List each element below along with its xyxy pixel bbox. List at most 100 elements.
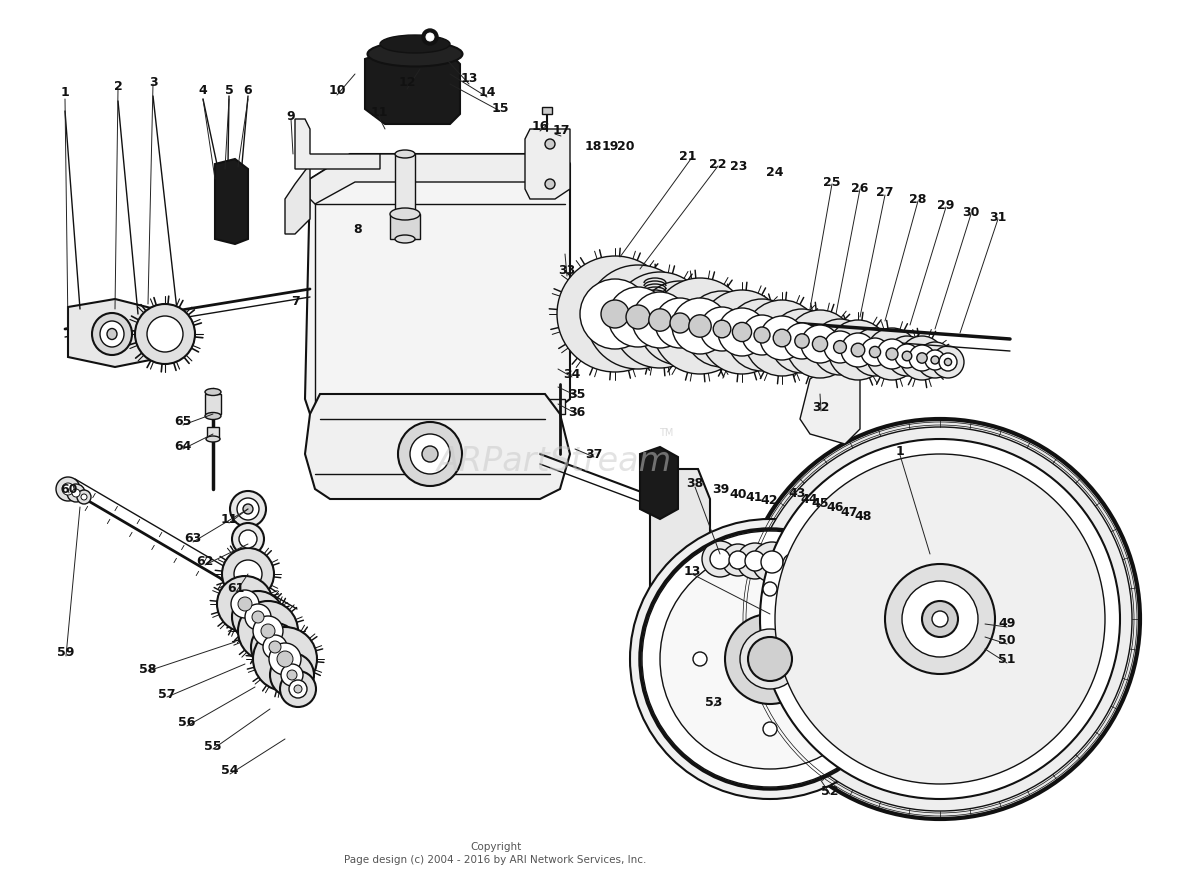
Circle shape (232, 591, 284, 643)
Circle shape (261, 625, 275, 638)
Circle shape (717, 308, 766, 356)
Circle shape (903, 352, 912, 361)
Text: 15: 15 (491, 101, 509, 114)
Circle shape (649, 309, 671, 332)
Ellipse shape (391, 209, 420, 221)
Text: 28: 28 (910, 193, 926, 206)
Circle shape (748, 428, 1132, 811)
Text: 49: 49 (998, 617, 1016, 630)
Text: 27: 27 (877, 186, 893, 199)
Text: 6: 6 (244, 84, 253, 97)
Circle shape (824, 331, 856, 363)
Circle shape (812, 320, 868, 376)
Polygon shape (650, 470, 710, 599)
Text: 5: 5 (224, 84, 234, 97)
Circle shape (684, 291, 760, 368)
Circle shape (670, 314, 690, 334)
Text: 48: 48 (854, 510, 872, 523)
Text: Page design (c) 2004 - 2016 by ARI Network Services, Inc.: Page design (c) 2004 - 2016 by ARI Netwo… (345, 854, 647, 865)
Text: 18: 18 (584, 139, 602, 152)
Circle shape (277, 651, 293, 667)
Polygon shape (800, 369, 860, 445)
Circle shape (287, 670, 297, 680)
Circle shape (253, 627, 317, 691)
Text: 44: 44 (800, 493, 818, 506)
Text: 39: 39 (713, 483, 729, 496)
Polygon shape (68, 299, 155, 368)
Polygon shape (304, 394, 570, 500)
Text: 50: 50 (998, 633, 1016, 647)
Circle shape (55, 478, 80, 501)
Circle shape (812, 337, 827, 353)
Circle shape (545, 140, 555, 150)
Circle shape (713, 321, 730, 338)
Text: 36: 36 (569, 406, 585, 419)
Circle shape (742, 315, 782, 355)
Text: 58: 58 (139, 663, 157, 676)
Polygon shape (542, 108, 552, 115)
Circle shape (763, 582, 776, 596)
Text: 38: 38 (687, 477, 703, 490)
Circle shape (280, 672, 316, 707)
Circle shape (710, 549, 730, 570)
Circle shape (925, 351, 945, 370)
Text: 64: 64 (175, 440, 191, 453)
Circle shape (877, 339, 907, 369)
Circle shape (245, 604, 271, 630)
Circle shape (725, 614, 815, 704)
Circle shape (805, 546, 845, 586)
Circle shape (864, 557, 886, 579)
Circle shape (776, 548, 808, 579)
Text: 22: 22 (709, 159, 727, 171)
Polygon shape (310, 155, 570, 205)
Circle shape (653, 279, 748, 375)
Text: 54: 54 (222, 764, 238, 777)
Text: 41: 41 (746, 491, 762, 504)
Text: 30: 30 (963, 206, 979, 219)
Circle shape (557, 257, 673, 373)
Circle shape (269, 643, 301, 675)
Text: 57: 57 (158, 688, 176, 701)
Circle shape (851, 344, 865, 357)
Ellipse shape (240, 531, 257, 548)
Text: 26: 26 (851, 182, 868, 194)
Circle shape (745, 551, 765, 571)
Circle shape (773, 330, 791, 347)
Circle shape (612, 273, 708, 369)
Circle shape (148, 316, 183, 353)
Text: 13: 13 (683, 565, 701, 578)
Circle shape (917, 343, 953, 378)
Ellipse shape (205, 389, 221, 396)
Circle shape (642, 532, 898, 787)
Circle shape (922, 602, 958, 637)
Circle shape (932, 346, 964, 378)
Circle shape (828, 321, 889, 381)
Circle shape (754, 328, 771, 344)
Text: 46: 46 (826, 501, 844, 514)
Circle shape (700, 307, 745, 352)
Text: 52: 52 (821, 785, 839, 797)
Text: 59: 59 (58, 646, 74, 659)
Circle shape (894, 345, 919, 369)
Text: 14: 14 (478, 87, 496, 99)
Text: 13: 13 (460, 72, 478, 84)
Circle shape (841, 334, 876, 368)
Circle shape (745, 300, 820, 377)
Text: 1: 1 (60, 87, 70, 99)
Text: 23: 23 (730, 160, 748, 174)
Circle shape (251, 623, 299, 672)
Circle shape (763, 722, 776, 736)
Circle shape (944, 359, 951, 366)
Circle shape (545, 180, 555, 190)
Ellipse shape (367, 43, 463, 67)
Text: 11: 11 (221, 513, 237, 526)
Ellipse shape (395, 151, 415, 159)
Polygon shape (640, 447, 678, 519)
Circle shape (771, 309, 834, 374)
Circle shape (761, 551, 784, 573)
Circle shape (722, 544, 754, 577)
Text: 56: 56 (178, 716, 196, 728)
Circle shape (231, 590, 258, 618)
Text: Copyright: Copyright (470, 841, 522, 851)
Circle shape (630, 519, 910, 799)
